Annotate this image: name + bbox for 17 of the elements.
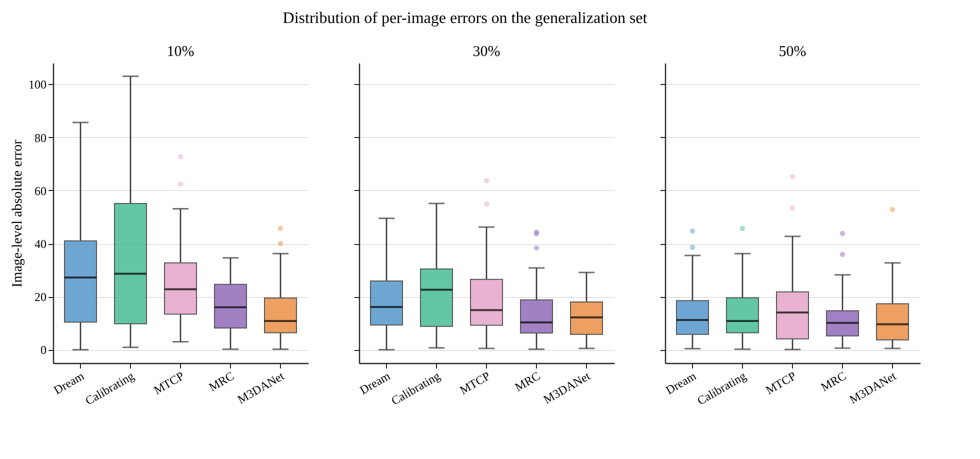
x-tick-label: MRC bbox=[512, 368, 542, 394]
y-tick-label: 40 bbox=[34, 237, 46, 252]
chart-title: 10% bbox=[166, 44, 194, 60]
x-tick-label: MRC bbox=[206, 368, 236, 394]
y-axis-title: Image-level absolute error bbox=[10, 139, 26, 288]
chart-title: 50% bbox=[778, 44, 806, 60]
x-tick-label: Dream bbox=[357, 368, 394, 398]
x-tick-label: MRC bbox=[818, 368, 848, 394]
x-tick-label: Dream bbox=[663, 368, 700, 398]
chart-title: 30% bbox=[472, 44, 500, 60]
y-tick-label: 80 bbox=[34, 130, 46, 145]
y-tick-label: 0 bbox=[40, 343, 46, 358]
y-tick-label: 60 bbox=[34, 184, 46, 198]
y-tick-label: 20 bbox=[34, 290, 46, 304]
x-tick-label: Dream bbox=[51, 368, 88, 398]
text: Distribution of per-image errors on the generalization set bbox=[282, 10, 648, 27]
y-tick-label: 100 bbox=[28, 78, 46, 92]
